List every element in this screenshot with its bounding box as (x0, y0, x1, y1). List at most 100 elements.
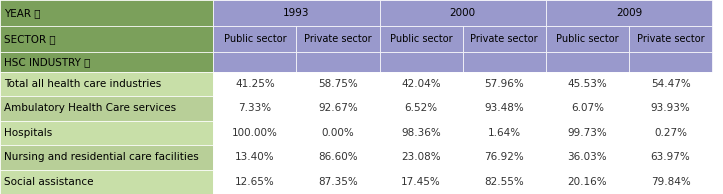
Bar (0, 26, 213, 52)
Text: 23.08%: 23.08% (401, 152, 441, 162)
Text: Public sector: Public sector (556, 34, 619, 44)
Text: 1.64%: 1.64% (488, 128, 521, 138)
Text: 6.07%: 6.07% (571, 103, 604, 113)
Bar (380, 170, 463, 194)
Bar (296, 72, 380, 96)
Bar (463, 26, 546, 52)
Text: 36.03%: 36.03% (568, 152, 607, 162)
Text: 0.00%: 0.00% (322, 128, 354, 138)
Text: 57.96%: 57.96% (484, 79, 524, 89)
Text: 93.93%: 93.93% (651, 103, 690, 113)
Bar (296, 170, 380, 194)
Bar (0, 170, 213, 194)
Bar (0, 52, 213, 72)
Bar (546, 121, 629, 145)
Bar (213, 26, 296, 52)
Bar (629, 72, 712, 96)
Bar (629, 170, 712, 194)
Bar (213, 145, 296, 170)
Text: 17.45%: 17.45% (401, 177, 441, 187)
Text: 98.36%: 98.36% (401, 128, 441, 138)
Text: 58.75%: 58.75% (318, 79, 358, 89)
Bar (380, 96, 463, 121)
Text: 79.84%: 79.84% (651, 177, 690, 187)
Bar (0, 96, 213, 121)
Bar (463, 170, 546, 194)
Text: 54.47%: 54.47% (651, 79, 690, 89)
Text: 45.53%: 45.53% (568, 79, 607, 89)
Bar (380, 26, 463, 52)
Text: 0.27%: 0.27% (654, 128, 687, 138)
Text: Ambulatory Health Care services: Ambulatory Health Care services (4, 103, 176, 113)
Bar (296, 145, 380, 170)
Text: 1993: 1993 (283, 8, 309, 18)
Text: 99.73%: 99.73% (568, 128, 607, 138)
Text: 93.48%: 93.48% (484, 103, 524, 113)
Bar (380, 52, 463, 72)
Text: Nursing and residential care facilities: Nursing and residential care facilities (4, 152, 198, 162)
Bar (213, 96, 296, 121)
Text: Private sector: Private sector (304, 34, 372, 44)
Text: 13.40%: 13.40% (235, 152, 275, 162)
Bar (463, 121, 546, 145)
Bar (546, 170, 629, 194)
Bar (629, 96, 712, 121)
Bar (0, 0, 213, 26)
Bar (380, 72, 463, 96)
Bar (629, 145, 712, 170)
Text: HSC INDUSTRY ⓘ: HSC INDUSTRY ⓘ (4, 57, 90, 67)
Text: Public sector: Public sector (223, 34, 286, 44)
Text: 42.04%: 42.04% (401, 79, 441, 89)
Text: Total all health care industries: Total all health care industries (4, 79, 161, 89)
Bar (0, 121, 213, 145)
Bar (296, 96, 380, 121)
Bar (546, 26, 629, 52)
Bar (296, 121, 380, 145)
Text: 12.65%: 12.65% (235, 177, 275, 187)
Bar (380, 121, 463, 145)
Bar (546, 52, 629, 72)
Bar (213, 52, 296, 72)
Bar (213, 170, 296, 194)
Text: Social assistance: Social assistance (4, 177, 93, 187)
Bar (546, 72, 629, 96)
Text: 41.25%: 41.25% (235, 79, 275, 89)
Text: 20.16%: 20.16% (568, 177, 607, 187)
Bar (380, 145, 463, 170)
Bar (463, 96, 546, 121)
Text: 2000: 2000 (450, 8, 476, 18)
Bar (546, 0, 712, 26)
Text: Private sector: Private sector (637, 34, 704, 44)
Text: 86.60%: 86.60% (318, 152, 358, 162)
Text: 6.52%: 6.52% (405, 103, 437, 113)
Text: SECTOR ⓘ: SECTOR ⓘ (4, 34, 55, 44)
Bar (213, 121, 296, 145)
Bar (463, 72, 546, 96)
Bar (629, 26, 712, 52)
Bar (213, 0, 380, 26)
Bar (463, 52, 546, 72)
Bar (463, 145, 546, 170)
Bar (0, 145, 213, 170)
Text: 63.97%: 63.97% (651, 152, 690, 162)
Text: 82.55%: 82.55% (484, 177, 524, 187)
Text: 100.00%: 100.00% (232, 128, 278, 138)
Text: Hospitals: Hospitals (4, 128, 52, 138)
Bar (380, 0, 546, 26)
Text: 7.33%: 7.33% (239, 103, 271, 113)
Text: 76.92%: 76.92% (484, 152, 524, 162)
Text: 2009: 2009 (616, 8, 642, 18)
Bar (629, 52, 712, 72)
Text: 92.67%: 92.67% (318, 103, 358, 113)
Text: YEAR ⓘ: YEAR ⓘ (4, 8, 40, 18)
Text: Private sector: Private sector (471, 34, 538, 44)
Text: 87.35%: 87.35% (318, 177, 358, 187)
Text: Public sector: Public sector (390, 34, 453, 44)
Bar (629, 121, 712, 145)
Bar (296, 26, 380, 52)
Bar (546, 96, 629, 121)
Bar (213, 72, 296, 96)
Bar (0, 72, 213, 96)
Bar (546, 145, 629, 170)
Bar (296, 52, 380, 72)
